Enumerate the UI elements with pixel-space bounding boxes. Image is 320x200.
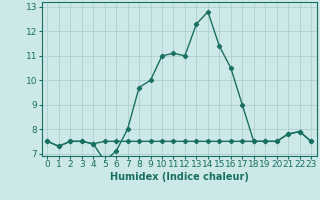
X-axis label: Humidex (Indice chaleur): Humidex (Indice chaleur): [110, 172, 249, 182]
